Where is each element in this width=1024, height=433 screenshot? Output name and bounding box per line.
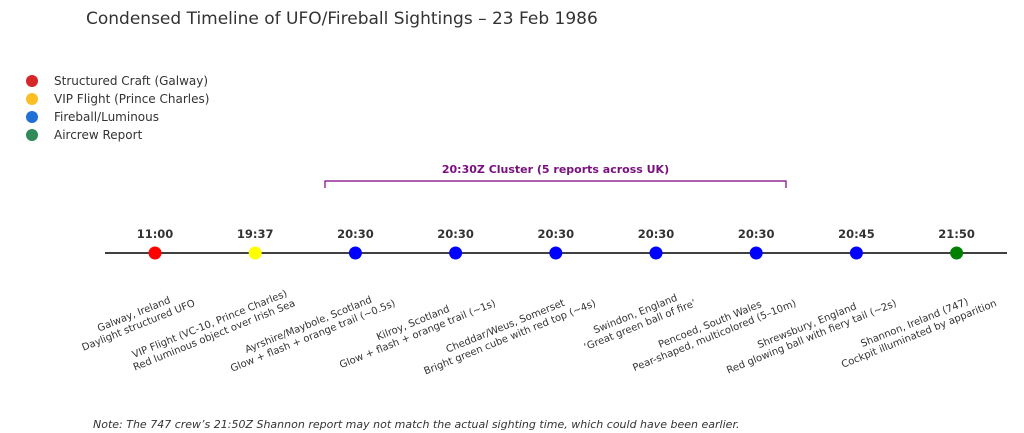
event-marker: [348, 246, 362, 260]
event-description: Shannon, Ireland (747)Cockpit illuminate…: [836, 287, 999, 371]
legend-item-fireball: Fireball/Luminous: [25, 108, 209, 126]
legend-marker-fireball: [26, 111, 38, 123]
event-marker: [950, 246, 964, 260]
event-time-label: 20:30: [638, 227, 675, 241]
legend: Structured Craft (Galway) VIP Flight (Pr…: [25, 72, 209, 144]
event-time-label: 11:00: [137, 227, 174, 241]
event-time-label: 20:30: [738, 227, 775, 241]
event-marker: [549, 246, 563, 260]
cluster-bracket: [324, 180, 787, 188]
event-marker: [248, 246, 262, 260]
legend-marker-structured-craft: [26, 75, 38, 87]
event-time-label: 20:30: [337, 227, 374, 241]
event-description: Ayrshire/Maybole, ScotlandGlow + flash +…: [225, 287, 398, 375]
event-description: Pencoed, South WalesPear-shaped, multico…: [627, 287, 798, 374]
event-marker: [649, 246, 663, 260]
legend-item-vip-flight: VIP Flight (Prince Charles): [25, 90, 209, 108]
event-marker: [148, 246, 162, 260]
legend-label-aircrew: Aircrew Report: [54, 128, 143, 142]
event-marker: [849, 246, 863, 260]
event-time-label: 20:30: [537, 227, 574, 241]
legend-item-aircrew: Aircrew Report: [25, 126, 209, 144]
legend-marker-aircrew: [26, 129, 38, 141]
event-time-label: 20:30: [437, 227, 474, 241]
legend-marker-vip-flight: [26, 93, 38, 105]
legend-label-fireball: Fireball/Luminous: [54, 110, 160, 124]
cluster-label: 20:30Z Cluster (5 reports across UK): [442, 163, 669, 176]
event-time-label: 20:45: [838, 227, 875, 241]
event-description: Shrewsbury, EnglandRed glowing ball with…: [721, 287, 898, 377]
event-marker: [449, 246, 463, 260]
footnote: Note: The 747 crew’s 21:50Z Shannon repo…: [93, 418, 740, 431]
event-time-label: 21:50: [938, 227, 975, 241]
event-time-label: 19:37: [237, 227, 274, 241]
chart-title: Condensed Timeline of UFO/Fireball Sight…: [86, 9, 598, 29]
legend-item-structured-craft: Structured Craft (Galway): [25, 72, 209, 90]
event-detail: Cockpit illuminated by apparition: [840, 298, 998, 371]
event-description: Cheddar/Weus, SomersetBright green cube …: [418, 287, 598, 377]
event-marker: [749, 246, 763, 260]
legend-label-vip-flight: VIP Flight (Prince Charles): [54, 92, 210, 106]
event-description: VIP Flight (VC-10, Prince Charles)Red lu…: [127, 287, 297, 373]
legend-label-structured-craft: Structured Craft (Galway): [54, 74, 209, 88]
